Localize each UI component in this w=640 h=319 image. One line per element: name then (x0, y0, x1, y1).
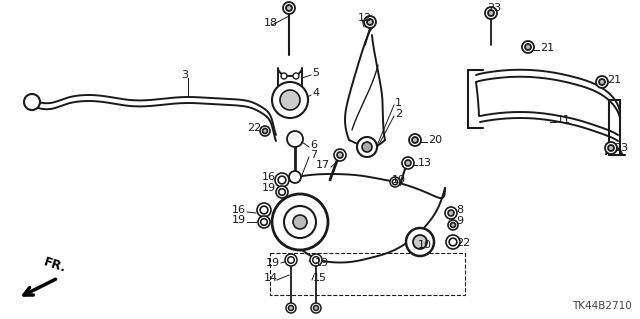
Circle shape (262, 129, 268, 133)
Text: 19: 19 (266, 258, 280, 268)
Circle shape (605, 142, 617, 154)
Circle shape (272, 194, 328, 250)
Circle shape (405, 160, 411, 166)
Circle shape (522, 41, 534, 53)
Circle shape (485, 7, 497, 19)
Text: TK44B2710: TK44B2710 (572, 301, 632, 311)
Circle shape (289, 171, 301, 183)
Text: 17: 17 (316, 160, 330, 170)
Circle shape (596, 76, 608, 88)
Text: 19: 19 (392, 175, 406, 185)
Circle shape (278, 189, 285, 195)
Circle shape (445, 207, 457, 219)
Circle shape (286, 5, 292, 11)
Text: 5: 5 (312, 68, 319, 78)
Text: 2: 2 (395, 109, 402, 119)
Text: 16: 16 (262, 172, 276, 182)
Circle shape (289, 306, 294, 310)
Circle shape (310, 254, 322, 266)
Circle shape (334, 149, 346, 161)
Circle shape (281, 73, 287, 79)
Text: FR.: FR. (42, 256, 68, 275)
Text: 19: 19 (262, 183, 276, 193)
Circle shape (260, 206, 268, 214)
Circle shape (446, 235, 460, 249)
Circle shape (260, 126, 270, 136)
Circle shape (288, 257, 294, 263)
Circle shape (448, 210, 454, 216)
Circle shape (293, 73, 299, 79)
Circle shape (257, 203, 271, 217)
Circle shape (280, 90, 300, 110)
Text: 9: 9 (456, 216, 463, 226)
Circle shape (283, 2, 295, 14)
Circle shape (599, 79, 605, 85)
Text: 15: 15 (313, 273, 327, 283)
Circle shape (275, 173, 289, 187)
Text: 11: 11 (557, 115, 571, 125)
Text: 23: 23 (614, 143, 628, 153)
Circle shape (608, 145, 614, 151)
Text: 23: 23 (487, 3, 501, 13)
Bar (270, 253, 465, 295)
Text: 21: 21 (540, 43, 554, 53)
Circle shape (337, 152, 343, 158)
Text: 12: 12 (358, 13, 372, 23)
Circle shape (412, 137, 418, 143)
Text: 1: 1 (395, 98, 402, 108)
Circle shape (285, 254, 297, 266)
Text: 8: 8 (456, 205, 463, 215)
Circle shape (409, 134, 421, 146)
Circle shape (284, 206, 316, 238)
Circle shape (413, 235, 427, 249)
Text: 14: 14 (264, 273, 278, 283)
Circle shape (525, 44, 531, 50)
Circle shape (24, 94, 40, 110)
Text: 4: 4 (312, 88, 319, 98)
Circle shape (364, 16, 376, 28)
Circle shape (278, 176, 286, 184)
Text: 16: 16 (232, 205, 246, 215)
Circle shape (272, 82, 308, 118)
Text: 19: 19 (315, 258, 329, 268)
Text: 20: 20 (428, 135, 442, 145)
Text: 18: 18 (264, 18, 278, 28)
Circle shape (367, 19, 373, 25)
Text: 22: 22 (456, 238, 470, 248)
Circle shape (276, 186, 288, 198)
Circle shape (260, 219, 268, 225)
Circle shape (362, 142, 372, 152)
Circle shape (406, 228, 434, 256)
Circle shape (392, 179, 397, 185)
Circle shape (357, 137, 377, 157)
Circle shape (311, 303, 321, 313)
Text: 21: 21 (607, 75, 621, 85)
Circle shape (314, 306, 319, 310)
Text: 19: 19 (232, 215, 246, 225)
Circle shape (313, 257, 319, 263)
Text: 10: 10 (418, 240, 432, 250)
Text: 13: 13 (418, 158, 432, 168)
Text: 3: 3 (182, 70, 189, 80)
Text: 22: 22 (247, 123, 261, 133)
Circle shape (287, 131, 303, 147)
Circle shape (402, 157, 414, 169)
Text: 6: 6 (310, 140, 317, 150)
Circle shape (451, 222, 456, 227)
Circle shape (286, 303, 296, 313)
Circle shape (448, 220, 458, 230)
Circle shape (390, 177, 400, 187)
Circle shape (258, 216, 270, 228)
Circle shape (449, 238, 457, 246)
Circle shape (293, 215, 307, 229)
Circle shape (488, 10, 494, 16)
Text: 7: 7 (310, 150, 317, 160)
